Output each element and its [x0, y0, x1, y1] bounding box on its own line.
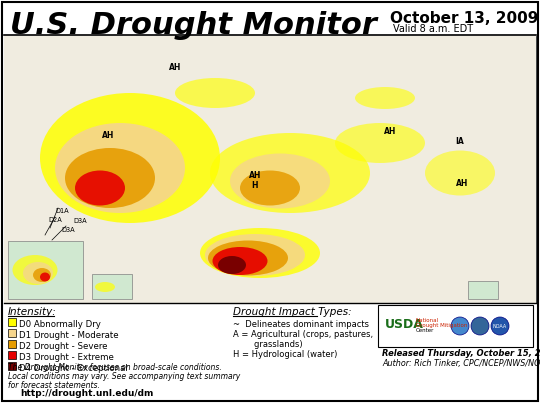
Text: for forecast statements.: for forecast statements. — [8, 381, 100, 390]
Text: AH: AH — [456, 179, 468, 187]
Text: D0 Abnormally Dry: D0 Abnormally Dry — [19, 320, 101, 329]
Text: NOAA: NOAA — [493, 324, 507, 328]
Ellipse shape — [55, 123, 185, 213]
Bar — [8, 340, 16, 348]
Text: National: National — [416, 318, 439, 324]
Text: D1A: D1A — [55, 208, 69, 214]
Text: USDA: USDA — [385, 318, 424, 330]
Text: AH: AH — [249, 170, 261, 179]
Text: D3A: D3A — [61, 227, 75, 233]
Ellipse shape — [205, 234, 305, 276]
Text: D2 Drought - Severe: D2 Drought - Severe — [19, 342, 107, 351]
Circle shape — [451, 317, 469, 335]
Ellipse shape — [12, 255, 57, 285]
Ellipse shape — [23, 262, 53, 284]
Bar — [378, 305, 533, 347]
Text: Local conditions may vary. See accompanying text summary: Local conditions may vary. See accompany… — [8, 372, 240, 381]
Ellipse shape — [230, 154, 330, 208]
Text: grasslands): grasslands) — [233, 340, 302, 349]
Text: D3 Drought - Extreme: D3 Drought - Extreme — [19, 353, 114, 362]
Bar — [8, 351, 16, 359]
Circle shape — [471, 317, 489, 335]
Text: U.S. Drought Monitor: U.S. Drought Monitor — [10, 11, 377, 40]
Bar — [4, 303, 536, 399]
Ellipse shape — [65, 148, 155, 208]
Text: D3A: D3A — [73, 218, 87, 224]
Ellipse shape — [175, 78, 255, 108]
Ellipse shape — [355, 87, 415, 109]
Ellipse shape — [208, 241, 288, 276]
Text: H = Hydrological (water): H = Hydrological (water) — [233, 350, 338, 359]
Ellipse shape — [218, 256, 246, 274]
Text: D4 Drought - Exceptional: D4 Drought - Exceptional — [19, 364, 128, 373]
Text: Valid 8 a.m. EDT: Valid 8 a.m. EDT — [393, 24, 473, 34]
Text: D1 Drought - Moderate: D1 Drought - Moderate — [19, 331, 119, 340]
Text: IA: IA — [456, 137, 464, 145]
Text: Drought Impact Types:: Drought Impact Types: — [233, 307, 352, 317]
Text: October 13, 2009: October 13, 2009 — [390, 11, 538, 26]
Text: Intensity:: Intensity: — [8, 307, 57, 317]
Text: http://drought.unl.edu/dm: http://drought.unl.edu/dm — [20, 389, 153, 398]
Text: ~  Delineates dominant impacts: ~ Delineates dominant impacts — [233, 320, 369, 329]
Bar — [4, 36, 536, 303]
Bar — [92, 274, 132, 299]
Bar — [8, 362, 16, 370]
Bar — [8, 318, 16, 326]
Text: AH: AH — [169, 64, 181, 73]
Ellipse shape — [33, 268, 51, 282]
Text: Released Thursday, October 15, 2009: Released Thursday, October 15, 2009 — [382, 349, 540, 358]
Text: D2A: D2A — [48, 217, 62, 223]
Text: Author: Rich Tinker, CPC/NCEP/NWS/NOAA: Author: Rich Tinker, CPC/NCEP/NWS/NOAA — [382, 359, 540, 368]
Bar — [468, 281, 498, 299]
Ellipse shape — [200, 228, 320, 278]
Bar — [8, 329, 16, 337]
Ellipse shape — [240, 170, 300, 206]
Ellipse shape — [210, 133, 370, 213]
Ellipse shape — [335, 123, 425, 163]
Ellipse shape — [40, 93, 220, 223]
Text: AH: AH — [384, 127, 396, 135]
Ellipse shape — [75, 170, 125, 206]
Text: Drought Mitigation: Drought Mitigation — [416, 324, 468, 328]
Bar — [8, 241, 83, 299]
Bar — [4, 36, 536, 303]
Ellipse shape — [40, 272, 50, 282]
Ellipse shape — [213, 247, 267, 275]
Text: AH: AH — [102, 131, 114, 139]
Text: A = Agricultural (crops, pastures,: A = Agricultural (crops, pastures, — [233, 330, 373, 339]
Ellipse shape — [95, 282, 115, 292]
Text: Center: Center — [416, 328, 434, 334]
Circle shape — [491, 317, 509, 335]
Text: H: H — [252, 181, 258, 189]
Ellipse shape — [425, 150, 495, 195]
Text: The Drought Monitor focuses on broad-scale conditions.: The Drought Monitor focuses on broad-sca… — [8, 363, 222, 372]
